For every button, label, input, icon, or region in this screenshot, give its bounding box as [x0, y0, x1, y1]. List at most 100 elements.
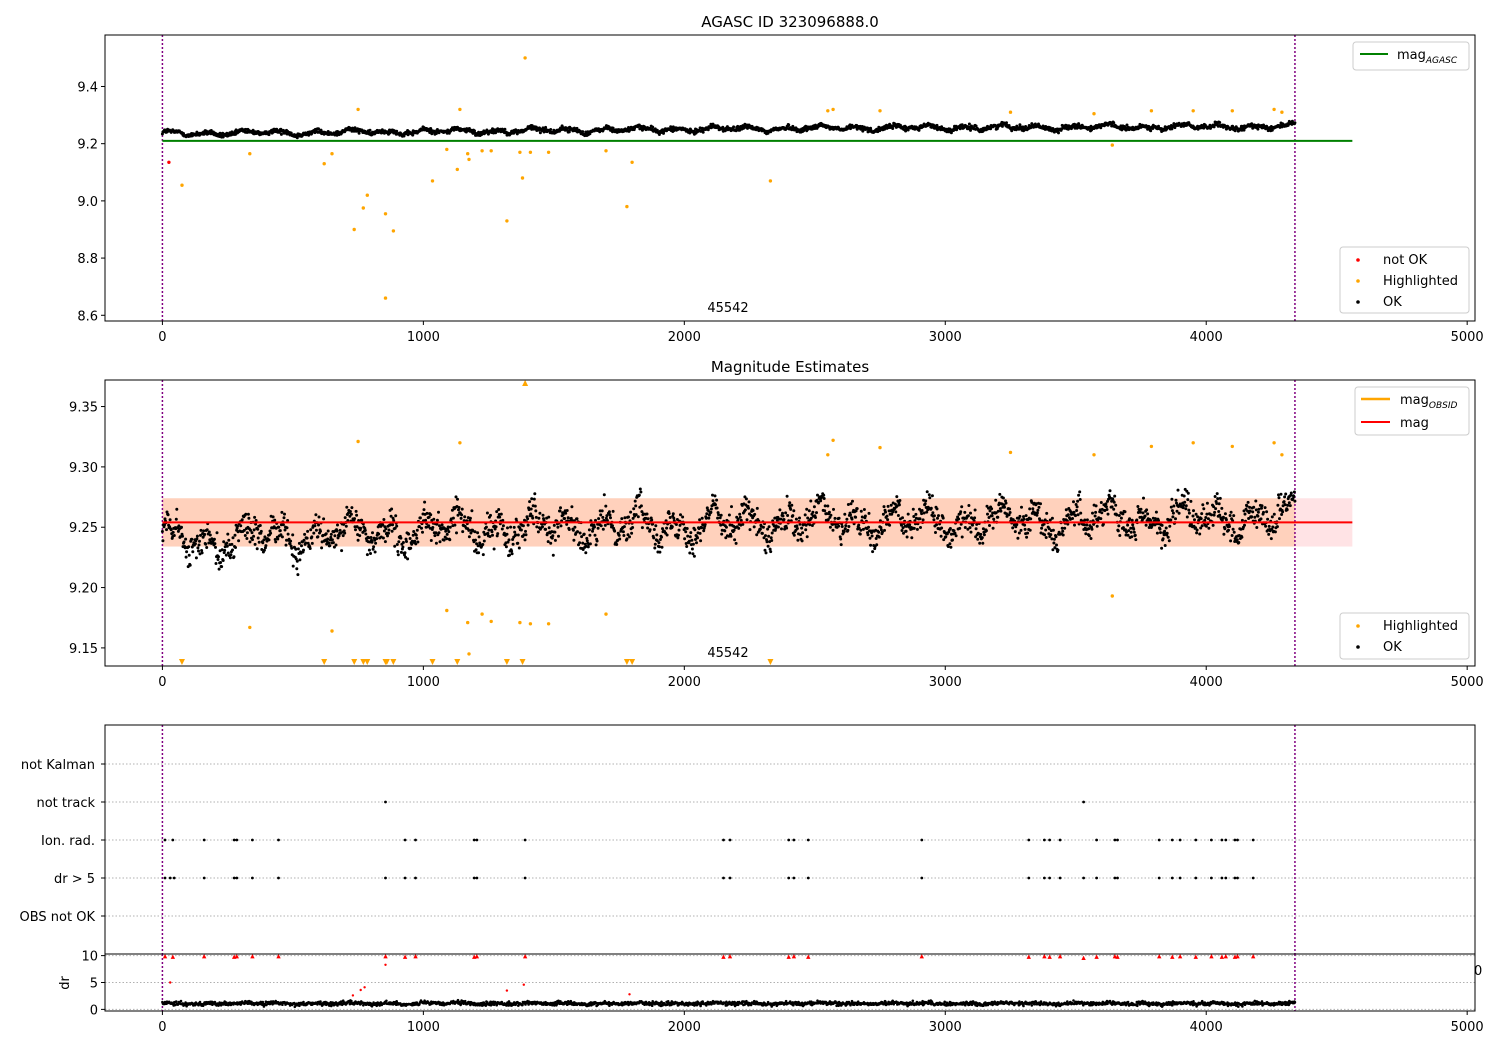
point	[677, 528, 681, 532]
point	[470, 509, 474, 513]
point	[1154, 510, 1158, 514]
point	[998, 492, 1002, 496]
point	[581, 541, 585, 545]
point	[1178, 876, 1182, 880]
point	[1255, 526, 1259, 529]
point	[744, 497, 748, 501]
point	[395, 129, 399, 133]
point	[930, 494, 934, 498]
point	[280, 535, 284, 539]
point	[760, 531, 764, 535]
point	[994, 498, 998, 502]
point	[1230, 444, 1235, 449]
point	[551, 534, 555, 538]
point	[604, 516, 608, 520]
point	[547, 526, 551, 530]
point	[253, 542, 257, 546]
point	[660, 535, 663, 539]
point	[747, 506, 750, 510]
point	[884, 510, 887, 514]
point	[202, 876, 206, 880]
point	[350, 506, 354, 510]
point	[1194, 876, 1198, 880]
point	[639, 504, 643, 508]
point	[746, 126, 749, 130]
point	[1251, 876, 1255, 880]
point	[285, 526, 289, 530]
point	[1019, 528, 1023, 532]
point	[396, 553, 400, 557]
point	[701, 130, 705, 134]
point	[214, 562, 218, 565]
point	[1139, 507, 1143, 511]
point	[806, 838, 810, 842]
point	[809, 499, 813, 503]
point	[1288, 504, 1292, 508]
point	[564, 511, 568, 515]
legend-points: Highlighted OK	[1339, 612, 1470, 660]
point	[1123, 510, 1127, 514]
point	[732, 125, 736, 129]
point	[535, 525, 539, 529]
point	[346, 519, 350, 522]
annotation-label: 45542	[707, 301, 748, 316]
point	[371, 531, 374, 535]
point	[233, 533, 237, 537]
point	[774, 526, 778, 530]
point	[460, 507, 464, 511]
point	[407, 532, 411, 536]
point	[504, 545, 508, 549]
point	[696, 536, 699, 540]
point	[593, 533, 597, 537]
point	[1057, 131, 1060, 135]
point	[437, 510, 440, 514]
legend-entry-mag: mag	[1400, 416, 1429, 431]
point	[805, 535, 809, 539]
point	[831, 107, 835, 112]
point	[220, 565, 224, 569]
point	[281, 523, 285, 527]
point	[273, 538, 277, 541]
point	[208, 533, 212, 537]
x-tick-label: 4000	[1190, 675, 1223, 690]
point	[273, 518, 277, 522]
point	[823, 504, 827, 508]
point	[1192, 509, 1195, 513]
point	[607, 510, 611, 514]
point	[677, 533, 680, 537]
point	[792, 509, 796, 513]
point	[282, 516, 286, 520]
point	[1100, 511, 1104, 515]
point	[1223, 527, 1227, 531]
point	[748, 528, 752, 532]
point	[1284, 492, 1288, 496]
point	[1094, 504, 1098, 508]
point	[1276, 503, 1280, 507]
point	[693, 528, 697, 532]
point	[935, 123, 939, 127]
point	[1094, 510, 1098, 514]
point	[703, 523, 707, 526]
point	[709, 510, 713, 514]
point	[501, 524, 505, 528]
point	[565, 509, 569, 512]
point	[404, 537, 408, 541]
point	[1264, 524, 1268, 528]
point	[1223, 512, 1227, 516]
point	[615, 543, 619, 546]
point	[166, 513, 170, 517]
point	[454, 495, 458, 499]
point	[360, 518, 364, 522]
point	[657, 545, 661, 549]
point	[832, 507, 835, 511]
point	[1022, 515, 1025, 519]
point	[176, 529, 180, 533]
point	[243, 534, 247, 537]
point	[928, 496, 932, 500]
point	[969, 128, 972, 132]
point	[648, 528, 652, 532]
point	[1104, 505, 1108, 509]
point	[1022, 517, 1026, 521]
point	[1266, 517, 1270, 521]
point	[653, 546, 657, 550]
